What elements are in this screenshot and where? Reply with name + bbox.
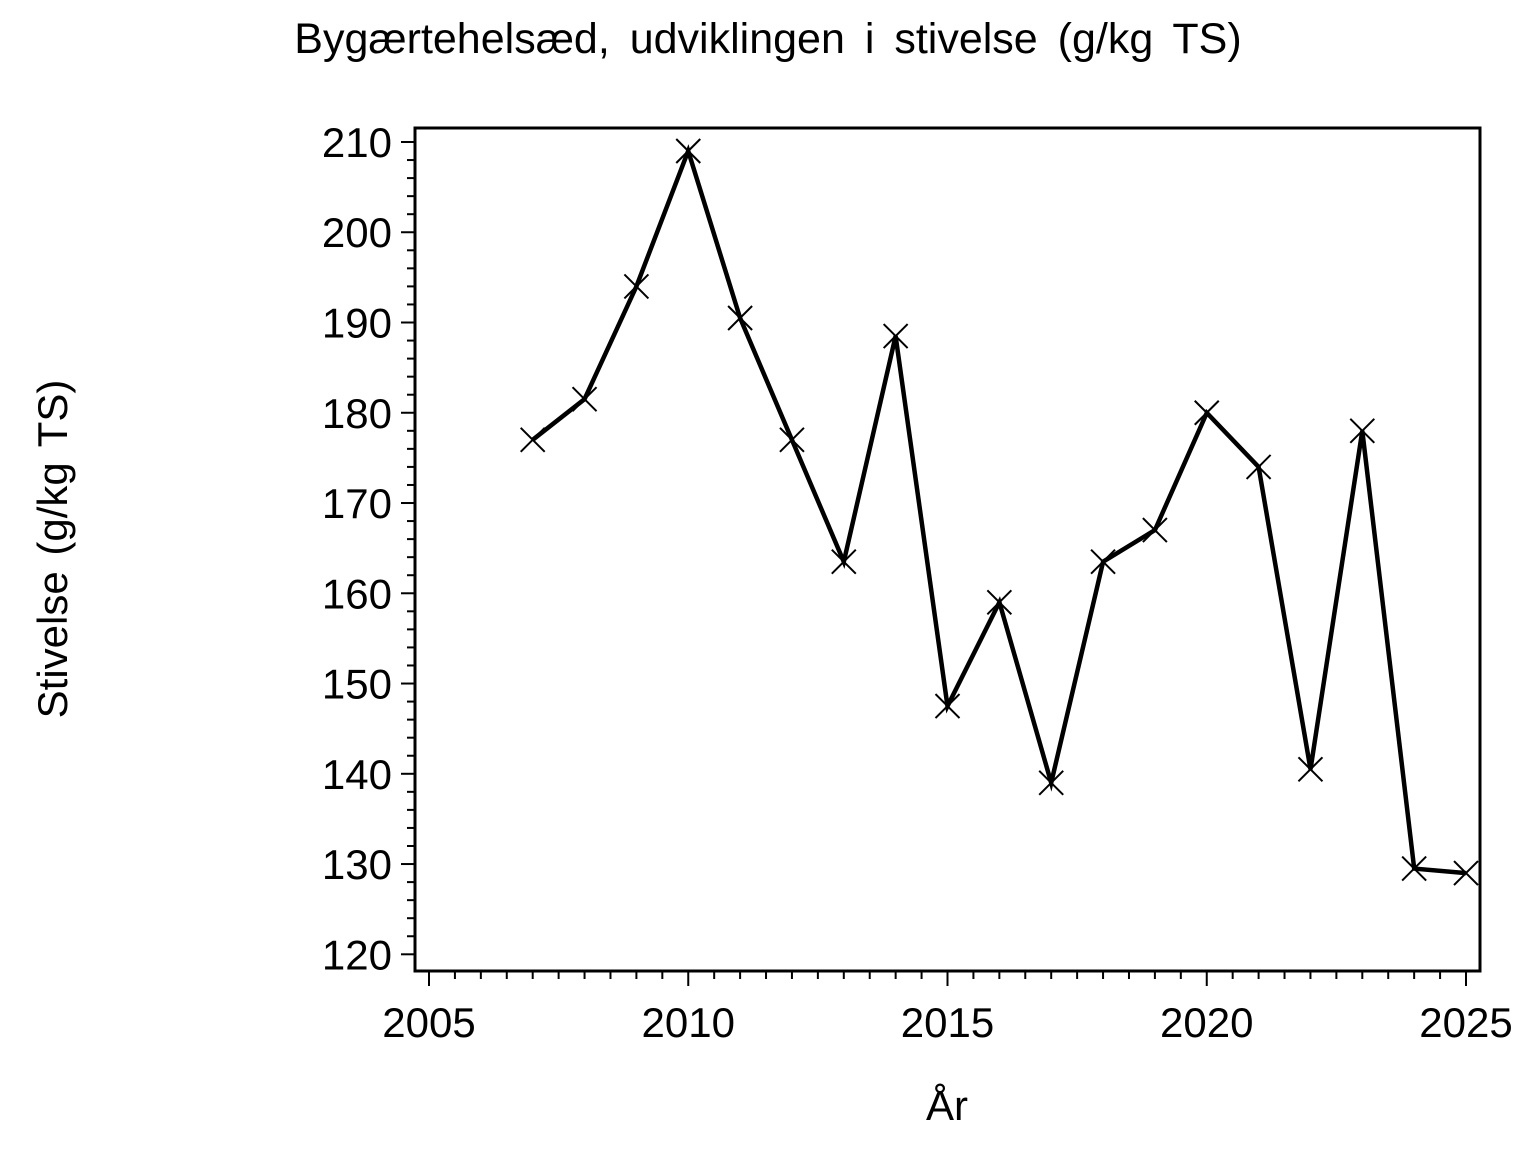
y-tick-label: 150 <box>322 661 392 708</box>
data-point-marker <box>1297 756 1324 782</box>
data-point-marker <box>934 693 961 719</box>
data-point-marker <box>1349 418 1376 444</box>
x-tick-label: 2025 <box>1419 999 1512 1046</box>
data-point-marker <box>831 548 857 575</box>
y-tick-label: 180 <box>322 390 392 437</box>
data-point-marker <box>1453 860 1479 886</box>
y-axis-label: Stivelse (g/kg TS) <box>29 380 76 719</box>
chart-title: Bygærtehelsæd, udviklingen i stivelse (g… <box>294 15 1241 63</box>
y-tick-label: 210 <box>322 119 392 166</box>
x-axis-label: År <box>926 1082 968 1129</box>
data-line <box>531 144 1467 876</box>
data-point-marker <box>1401 855 1427 882</box>
data-point-marker <box>1245 454 1272 480</box>
plot-area: 120 130 140 150 160 170 180 190 200 210 2005 2010 20… <box>322 119 1513 1046</box>
data-point-marker <box>779 427 805 453</box>
y-tick-label: 170 <box>322 480 392 527</box>
data-point-marker <box>623 273 650 300</box>
data-point-marker <box>571 386 598 412</box>
data-point-marker <box>1038 770 1064 796</box>
data-point-marker <box>727 305 753 331</box>
data-point-marker <box>986 589 1013 616</box>
y-tick-label: 120 <box>322 931 392 978</box>
data-point-marker <box>1142 517 1168 543</box>
y-tick-label: 160 <box>322 570 392 617</box>
x-tick-label: 2020 <box>1160 999 1253 1046</box>
y-tick-label: 200 <box>322 209 392 256</box>
data-point-marker <box>675 138 701 164</box>
x-tick-label: 2005 <box>382 999 475 1046</box>
data-point-marker <box>1090 548 1116 575</box>
data-point-marker <box>882 323 909 349</box>
y-tick-label: 190 <box>322 300 392 347</box>
y-tick-label: 140 <box>322 751 392 798</box>
plot-frame <box>413 126 1482 973</box>
y-tick-label: 130 <box>322 841 392 888</box>
x-tick-label: 2015 <box>901 999 994 1046</box>
x-tick-label: 2010 <box>642 999 735 1046</box>
data-point-marker <box>1194 400 1220 426</box>
data-point-marker <box>519 427 546 453</box>
